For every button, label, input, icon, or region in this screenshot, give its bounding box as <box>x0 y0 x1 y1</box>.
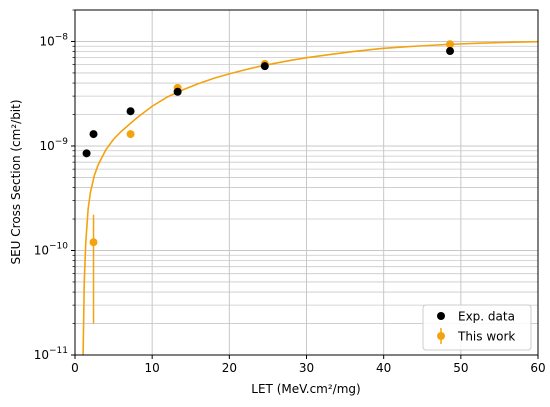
axis-ticks: 0 10 20 30 40 50 60 10−11 10−10 10−9 10−8 <box>34 9 546 375</box>
x-tick-label: 40 <box>376 361 391 375</box>
data-point-exp-data <box>89 130 98 139</box>
x-tick-label: 20 <box>222 361 237 375</box>
x-tick-label: 50 <box>453 361 468 375</box>
data-point-this-work <box>446 40 455 49</box>
x-axis-label: LET (MeV.cm²/mg) <box>251 382 360 396</box>
grid-lines <box>75 10 538 355</box>
x-tick-label: 0 <box>71 361 79 375</box>
legend-label-exp-data: Exp. data <box>458 310 515 324</box>
x-tick-label: 30 <box>299 361 314 375</box>
legend-label-this-work: This work <box>457 330 515 344</box>
data-point-exp-data <box>173 87 182 96</box>
fit-curve-layer <box>82 40 539 356</box>
fit-curve <box>82 40 539 356</box>
x-tick-label: 60 <box>530 361 545 375</box>
legend: Exp. data This work <box>422 304 532 351</box>
legend-box <box>422 304 532 351</box>
data-point-exp-data <box>446 47 455 56</box>
data-point-this-work <box>126 130 135 139</box>
legend-marker-this-work <box>437 332 445 340</box>
data-point-this-work <box>89 238 98 247</box>
y-tick-label: 10−9 <box>39 137 68 153</box>
data-point-exp-data <box>260 62 269 71</box>
y-tick-label: 10−11 <box>34 346 68 362</box>
data-point-exp-data <box>126 107 135 116</box>
y-tick-label: 10−10 <box>34 241 69 257</box>
y-tick-label: 10−8 <box>39 32 68 48</box>
y-axis-label: SEU Cross Section (cm²/bit) <box>9 99 23 264</box>
data-marker-layer <box>82 40 455 247</box>
data-point-exp-data <box>82 149 91 158</box>
x-tick-label: 10 <box>145 361 160 375</box>
legend-marker-exp-data <box>437 312 445 320</box>
